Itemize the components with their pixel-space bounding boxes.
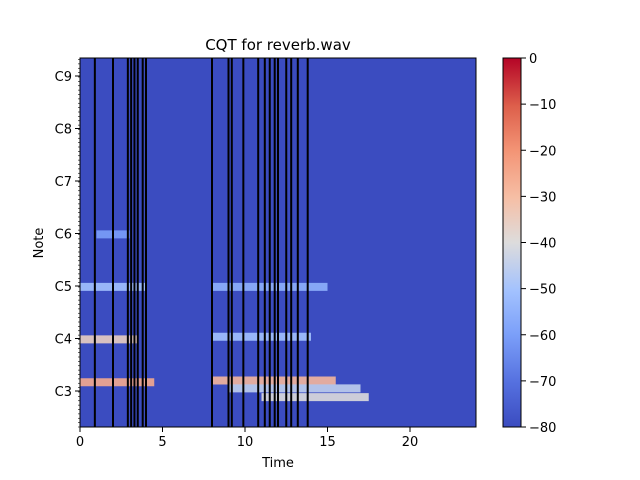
colorbar-tick-label: 0	[529, 52, 537, 67]
y-tick-label: C4	[55, 333, 72, 348]
x-tick-label: 20	[402, 435, 419, 450]
onset-lines	[93, 58, 309, 427]
y-axis-label: Note	[32, 228, 47, 259]
colorbar-gradient	[502, 57, 522, 428]
colorbar: 0 −10 −20 −30 −40 −50 −60 −70 −80	[502, 52, 556, 436]
colorbar-tick-label: −10	[529, 98, 556, 113]
y-tick-label: C7	[55, 175, 72, 190]
colorbar-tick-label: −60	[529, 329, 556, 344]
energy-band	[228, 384, 361, 393]
chart-title: CQT for reverb.wav	[205, 36, 351, 54]
energy-band	[80, 378, 155, 387]
x-tick-label: 0	[76, 435, 84, 450]
x-tick-label: 5	[158, 435, 166, 450]
y-tick-label: C6	[55, 228, 72, 243]
x-axis: 0 5 10 15 20	[76, 427, 418, 450]
colorbar-tick-label: −50	[529, 283, 556, 298]
y-tick-label: C5	[55, 280, 72, 295]
y-tick-label: C8	[55, 123, 72, 138]
x-axis-label: Time	[261, 456, 294, 471]
colorbar-ticks: 0 −10 −20 −30 −40 −50 −60 −70 −80	[521, 52, 556, 436]
colorbar-tick-label: −30	[529, 190, 556, 205]
y-tick-label: C3	[55, 385, 72, 400]
energy-band	[212, 332, 311, 341]
colorbar-tick-label: −80	[529, 421, 556, 436]
x-tick-label: 10	[237, 435, 254, 450]
y-axis: C3 C4 C5 C6 C7 C8 C9	[55, 59, 80, 428]
colorbar-tick-label: −70	[529, 375, 556, 390]
energy-band	[80, 335, 138, 344]
plot-frame	[79, 57, 477, 428]
colorbar-tick-label: −40	[529, 237, 556, 252]
colorbar-tick-label: −20	[529, 144, 556, 159]
energy-band	[261, 393, 369, 402]
y-tick-label: C9	[55, 70, 72, 85]
x-tick-label: 15	[319, 435, 336, 450]
plot-area	[79, 57, 477, 428]
